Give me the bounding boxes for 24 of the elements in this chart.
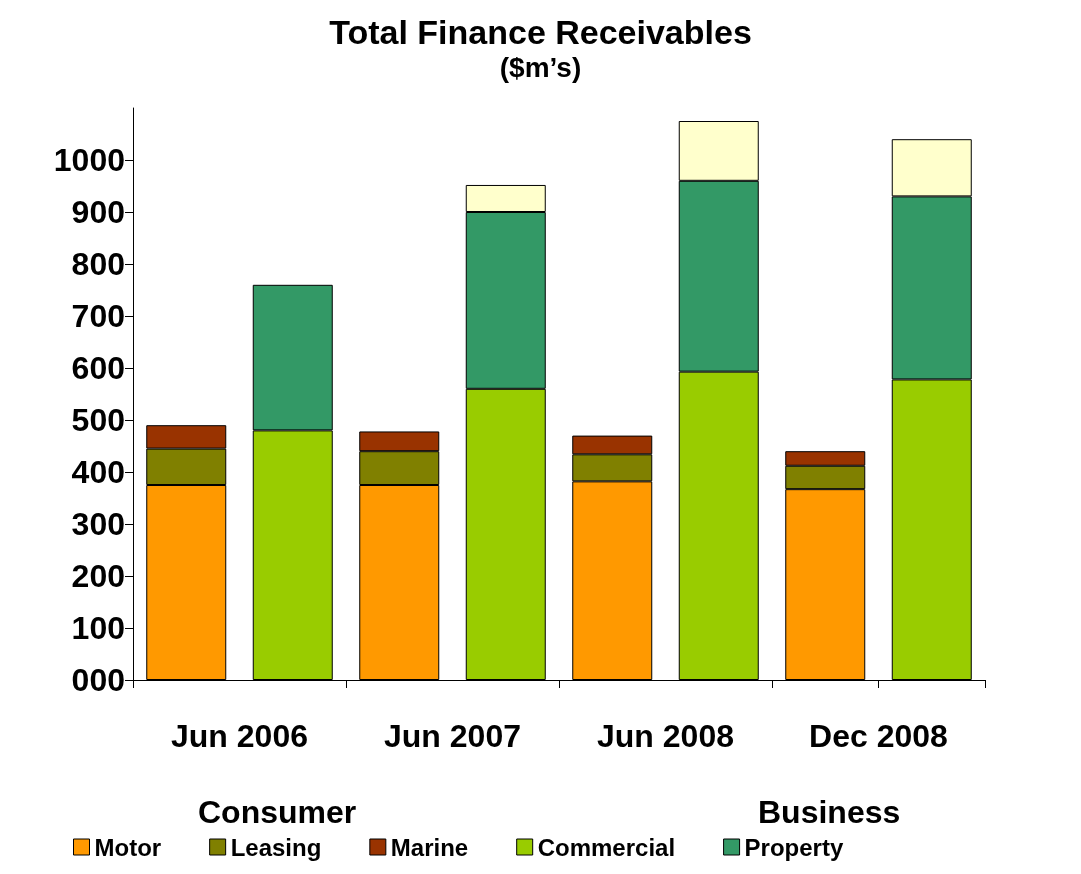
chart-subtitle: ($m’s) bbox=[499, 51, 582, 83]
legend-label: Marine bbox=[390, 833, 469, 861]
y-tick-label: 500 bbox=[71, 402, 125, 438]
x-tick-label: Jun 2006 bbox=[171, 718, 308, 754]
y-tick-label: 900 bbox=[71, 194, 125, 230]
legend-label: Motor bbox=[94, 833, 162, 861]
x-tick-label: Jun 2008 bbox=[597, 718, 734, 754]
y-tick-label: 300 bbox=[71, 506, 125, 542]
y-tick-label: 1000 bbox=[53, 142, 125, 178]
y-tick-label: 200 bbox=[71, 558, 125, 594]
y-tick-label: 000 bbox=[71, 662, 125, 698]
x-tick-label: Jun 2007 bbox=[384, 718, 521, 754]
text: Business bbox=[758, 794, 901, 830]
y-tick-label: 700 bbox=[71, 298, 125, 334]
legend-label: Property bbox=[744, 833, 844, 861]
y-tick-label: 400 bbox=[71, 454, 125, 490]
y-tick-label: 800 bbox=[71, 246, 125, 282]
x-tick-label: Dec 2008 bbox=[809, 718, 948, 754]
chart-title: Total Finance Receivables bbox=[329, 13, 752, 51]
y-tick-label: 100 bbox=[71, 610, 125, 646]
legend-label: Leasing bbox=[230, 833, 322, 861]
legend-label: Commercial bbox=[537, 833, 676, 861]
text: Consumer bbox=[198, 794, 357, 830]
y-tick-label: 600 bbox=[71, 350, 125, 386]
